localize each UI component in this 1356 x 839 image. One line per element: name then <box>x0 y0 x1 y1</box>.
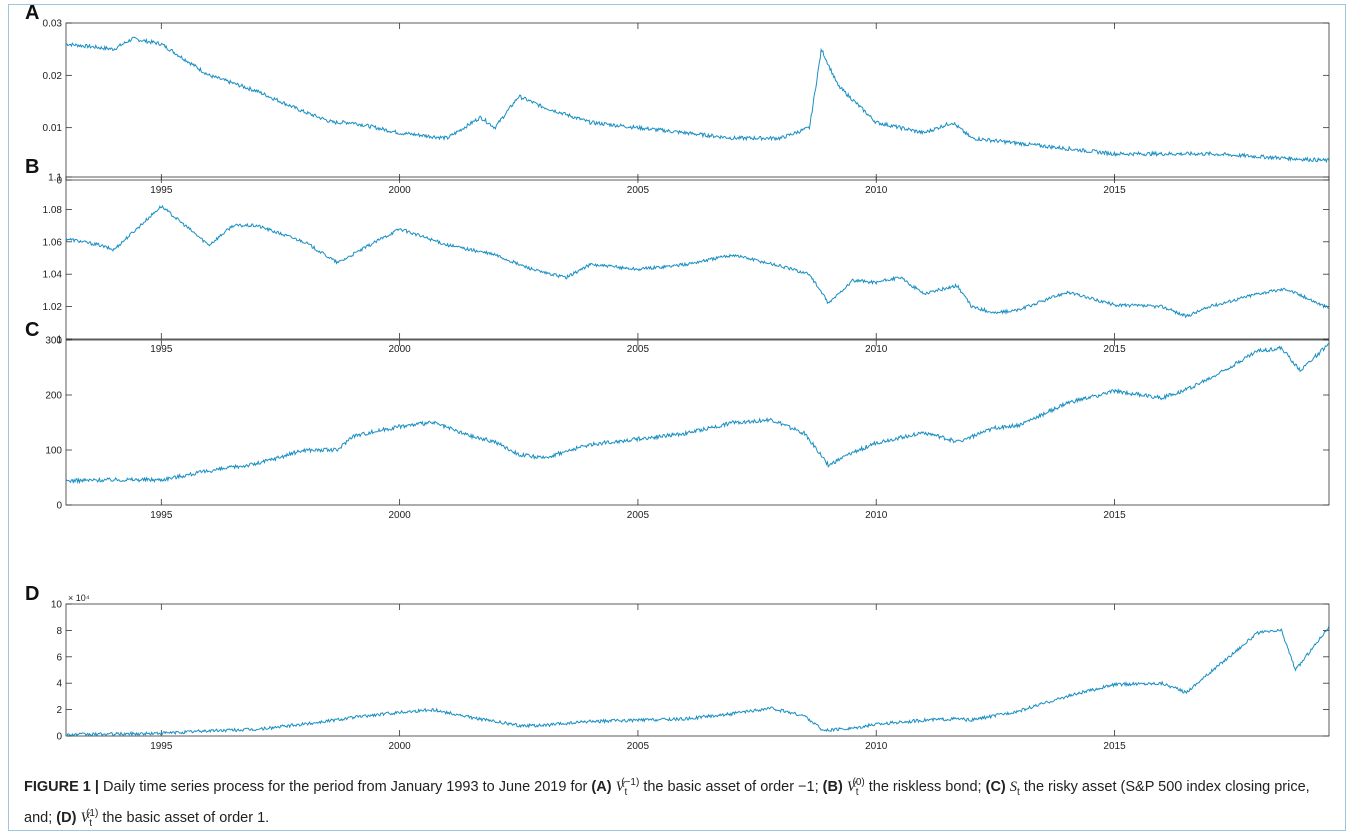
series-line <box>65 36 1330 164</box>
y-tick-label: 10 <box>51 600 63 611</box>
y-tick-label: 1.02 <box>43 302 63 313</box>
x-tick-label: 2005 <box>627 741 650 752</box>
caption-item: (C) St the risky asset (S&P 500 index cl… <box>24 779 1310 826</box>
caption-item-symbol: S <box>1009 778 1018 795</box>
y-tick-label: 0 <box>56 176 62 187</box>
x-tick-label: 2005 <box>627 510 650 521</box>
series-line <box>65 624 1330 738</box>
caption-item-symbol: V <box>846 778 856 795</box>
caption-item: (B) Vt(0) the riskless bond; <box>819 777 982 798</box>
x-tick-label: 2015 <box>1103 741 1126 752</box>
panel-label: C <box>25 319 39 341</box>
y-tick-label: 100 <box>45 446 62 457</box>
y-exponent-label: × 10⁴ <box>68 593 90 603</box>
plot-box <box>65 22 1330 181</box>
caption-item-tag: (C) <box>985 778 1010 795</box>
panel-label: B <box>25 156 39 178</box>
x-tick-label: 2010 <box>865 344 888 355</box>
x-tick-label: 2015 <box>1103 185 1126 196</box>
caption-label: FIGURE 1 | <box>24 778 99 795</box>
plot-box <box>65 603 1330 737</box>
caption-item-tag: (D) <box>56 809 81 826</box>
caption-item-tag: (A) <box>591 778 616 795</box>
panel-label: D <box>25 583 39 605</box>
caption-item-sup: (−1) <box>621 777 640 788</box>
x-tick-label: 2010 <box>865 185 888 196</box>
caption-item-tag: (B) <box>822 778 847 795</box>
y-tick-label: 0 <box>56 732 62 743</box>
x-tick-label: 1995 <box>150 741 173 752</box>
x-tick-label: 2000 <box>388 344 411 355</box>
caption-intro: Daily time series process for the period… <box>103 778 588 795</box>
plot-box <box>65 176 1330 340</box>
y-tick-label: 6 <box>56 652 62 663</box>
caption-item-text: the riskless bond; <box>864 778 982 795</box>
figure-frame: A 0 0.01 0.02 0.03 1995 2000 2005 2010 2015 B 1 1.02… <box>8 4 1346 831</box>
y-tick-label: 4 <box>56 679 62 690</box>
x-tick-label: 2005 <box>627 344 650 355</box>
panel-b: B 1 1.02 1.04 1.06 1.08 1.1 1995 2000 2005 2010 201… <box>25 156 1330 355</box>
caption-item-text: the basic asset of order 1. <box>98 809 270 826</box>
panel-a: A 0 0.01 0.02 0.03 1995 2000 2005 2010 2015 <box>25 5 1330 196</box>
y-tick-label: 0.02 <box>43 71 63 82</box>
caption-item-sup: (1) <box>86 807 99 819</box>
figure-caption: FIGURE 1 | Daily time series process for… <box>24 772 1324 833</box>
x-tick-label: 2015 <box>1103 510 1126 521</box>
panel-d: D 0 2 4 6 8 10 1995 2000 2005 2010 2015 × 10⁴ <box>25 583 1330 752</box>
caption-items: (A) Vt(−1) the basic asset of order −1; … <box>24 777 1310 829</box>
x-tick-label: 1995 <box>150 510 173 521</box>
plot-box <box>65 339 1330 506</box>
y-tick-label: 1 <box>56 335 62 346</box>
caption-item: (A) Vt(−1) the basic asset of order −1; <box>591 777 819 798</box>
x-tick-label: 2000 <box>388 741 411 752</box>
y-tick-label: 1.06 <box>43 237 63 248</box>
x-tick-label: 2015 <box>1103 344 1126 355</box>
panel-c: C 0 100 200 300 1995 2000 2005 2010 2015 <box>25 319 1330 521</box>
x-tick-label: 2000 <box>388 510 411 521</box>
y-tick-label: 300 <box>45 336 62 347</box>
y-tick-label: 1.04 <box>43 270 63 281</box>
caption-item-sup: (0) <box>852 777 865 788</box>
caption-item-text: the risky asset (S&P 500 index closing p… <box>24 778 1310 826</box>
x-tick-label: 1995 <box>150 185 173 196</box>
series-line <box>65 342 1330 485</box>
caption-item-sub: t <box>624 786 628 798</box>
y-tick-label: 0 <box>56 501 62 512</box>
x-tick-label: 2010 <box>865 741 888 752</box>
panel-label: A <box>25 5 39 24</box>
y-tick-label: 0.03 <box>43 19 63 30</box>
y-tick-label: 8 <box>56 626 62 637</box>
caption-item-symbol: V <box>80 809 90 826</box>
caption-item-sub: t <box>1017 786 1020 798</box>
x-tick-label: 2010 <box>865 510 888 521</box>
y-tick-label: 1.1 <box>48 173 62 184</box>
y-tick-label: 1.08 <box>43 205 63 216</box>
series-line <box>65 204 1330 319</box>
x-tick-label: 2005 <box>627 185 650 196</box>
caption-item-sub: t <box>855 786 859 798</box>
caption-item-symbol: V <box>615 778 625 795</box>
x-tick-label: 1995 <box>150 344 173 355</box>
y-tick-label: 200 <box>45 391 62 402</box>
y-tick-label: 2 <box>56 705 62 716</box>
x-tick-label: 2000 <box>388 185 411 196</box>
caption-item-sub: t <box>89 817 93 829</box>
caption-item-text: the basic asset of order −1; <box>639 778 819 795</box>
caption-item: (D) Vt(1) the basic asset of order 1. <box>52 807 270 829</box>
y-tick-label: 0.01 <box>43 123 63 134</box>
